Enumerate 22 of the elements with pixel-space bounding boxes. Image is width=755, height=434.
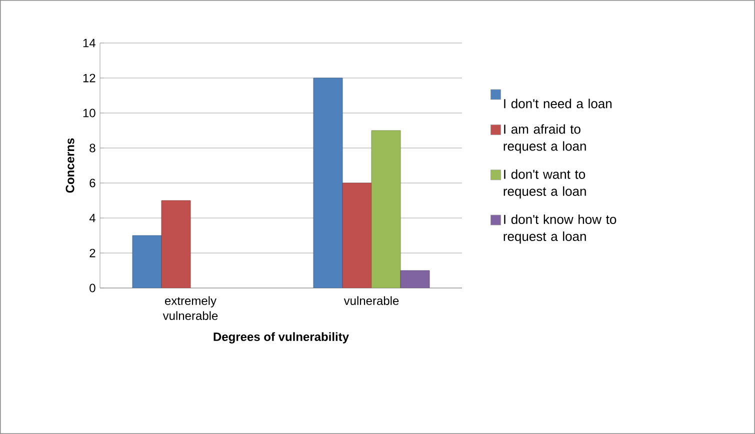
x-axis-title: Degrees of vulnerability bbox=[214, 332, 349, 344]
legend-label: I am afraid to request a loan bbox=[504, 124, 586, 154]
bar bbox=[342, 182, 372, 288]
y-tick-label: 2 bbox=[90, 248, 96, 258]
x-tick-label: vulnerable bbox=[344, 296, 399, 306]
bar bbox=[371, 130, 401, 288]
y-axis-title: Concerns bbox=[66, 138, 74, 193]
y-tick-label: 0 bbox=[90, 284, 96, 292]
legend-label: I don't want to request a loan bbox=[504, 169, 586, 198]
y-tick-label: 8 bbox=[90, 144, 96, 152]
bar bbox=[161, 200, 191, 288]
y-tick-label: 14 bbox=[83, 38, 96, 48]
y-tick-label: 12 bbox=[83, 74, 96, 82]
y-tick-label: 10 bbox=[83, 108, 96, 118]
x-tick-label: extremely vulnerable bbox=[162, 296, 218, 320]
bar bbox=[132, 235, 162, 288]
y-tick-label: 4 bbox=[89, 214, 96, 222]
legend-label: I don't know how to request a loan bbox=[504, 214, 616, 244]
bar bbox=[313, 78, 343, 288]
legend-label: I don't need a loan bbox=[504, 98, 612, 108]
y-tick-label: 6 bbox=[90, 178, 96, 188]
bar bbox=[400, 270, 430, 288]
